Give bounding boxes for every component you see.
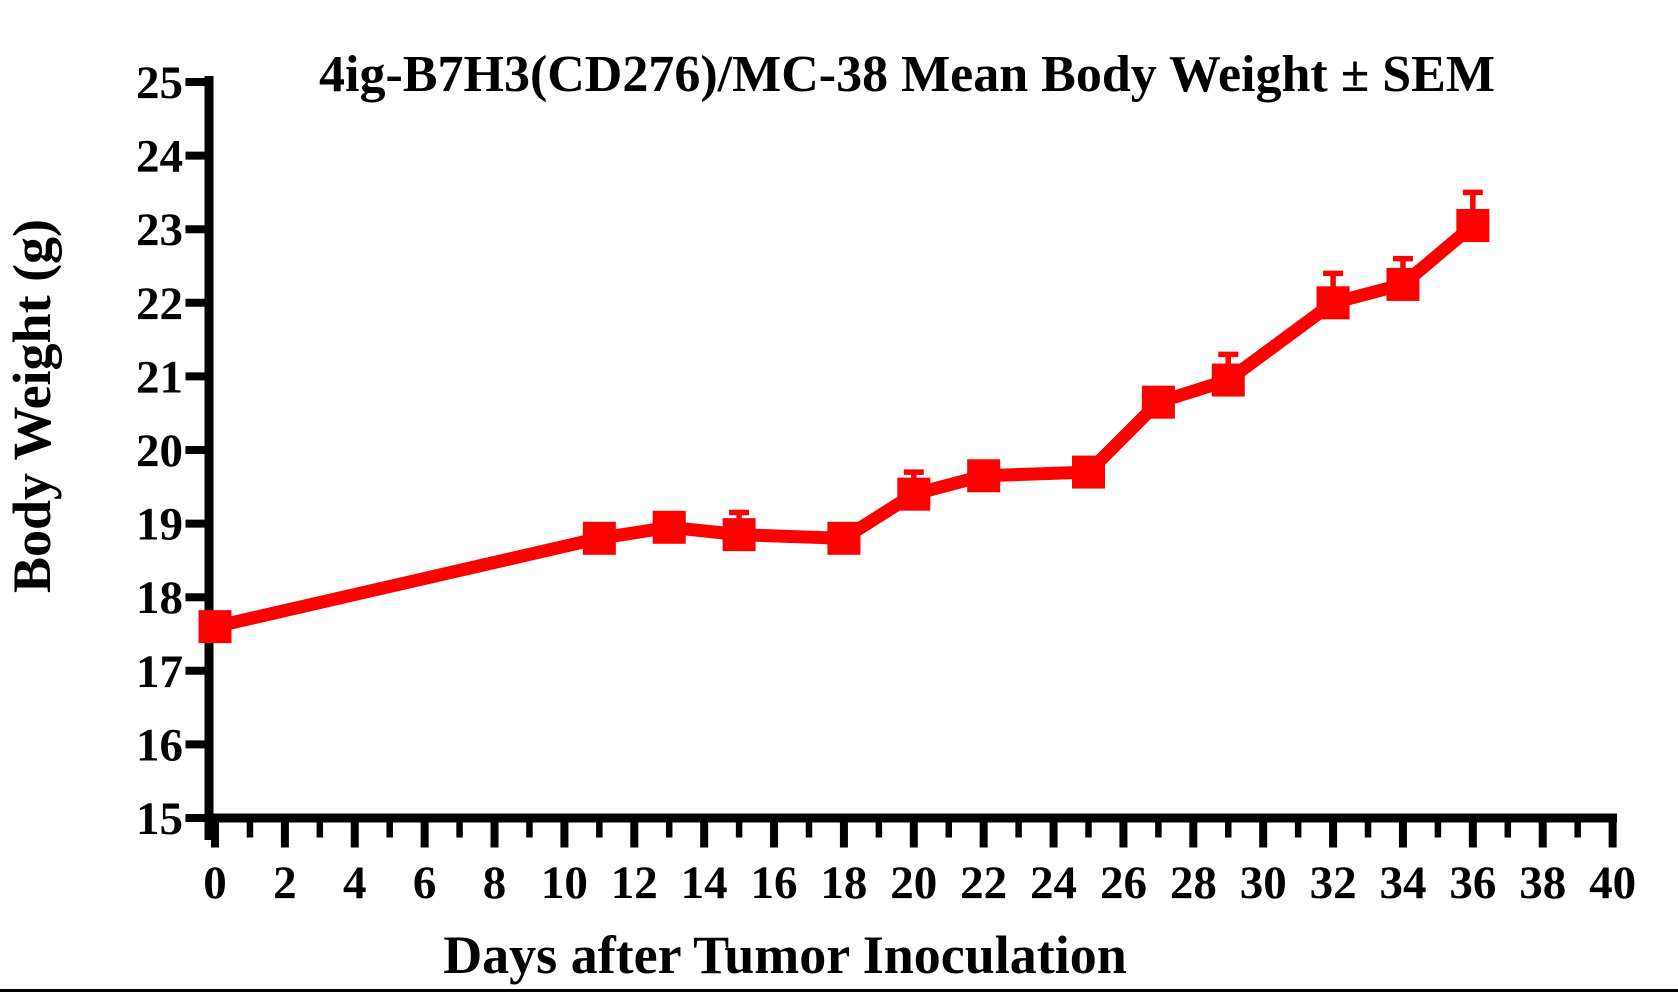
series-line bbox=[213, 220, 1478, 633]
data-point-marker bbox=[1211, 363, 1245, 397]
y-tick-label: 17 bbox=[136, 646, 183, 698]
x-tick-label: 16 bbox=[751, 857, 798, 909]
y-tick-label: 15 bbox=[136, 793, 183, 845]
data-point-marker bbox=[827, 521, 861, 555]
y-tick-label: 25 bbox=[136, 57, 183, 109]
x-tick-label: 38 bbox=[1519, 857, 1566, 909]
y-tick-label: 24 bbox=[136, 131, 183, 183]
data-point-marker bbox=[582, 521, 616, 555]
x-tick-label: 10 bbox=[541, 857, 588, 909]
x-tick-label: 4 bbox=[343, 857, 367, 909]
chart-title: 4ig-B7H3(CD276)/MC-38 Mean Body Weight ±… bbox=[319, 46, 1495, 103]
data-point-marker bbox=[897, 477, 931, 511]
data-point-marker bbox=[1316, 286, 1350, 320]
data-point-marker bbox=[652, 510, 686, 544]
error-bar-layer bbox=[729, 189, 1483, 535]
x-tick-label: 24 bbox=[1030, 857, 1077, 909]
x-tick-label: 26 bbox=[1100, 857, 1147, 909]
x-tick-label: 30 bbox=[1240, 857, 1287, 909]
data-point-marker bbox=[722, 518, 756, 552]
x-axis-title: Days after Tumor Inoculation bbox=[443, 925, 1127, 985]
x-tick-label: 12 bbox=[611, 857, 658, 909]
y-tick-label: 19 bbox=[136, 499, 183, 551]
y-tick-label: 20 bbox=[136, 425, 183, 477]
data-point-marker bbox=[1386, 267, 1420, 301]
x-tick-label: 34 bbox=[1379, 857, 1426, 909]
y-tick-label: 23 bbox=[136, 204, 183, 256]
y-tick-label: 18 bbox=[136, 572, 183, 624]
x-tick-label: 6 bbox=[413, 857, 437, 909]
x-tick-label: 14 bbox=[681, 857, 728, 909]
x-tick-label: 40 bbox=[1589, 857, 1636, 909]
y-tick-label: 16 bbox=[136, 719, 183, 771]
x-tick-label: 36 bbox=[1449, 857, 1496, 909]
x-tick-label: 32 bbox=[1310, 857, 1357, 909]
x-tick-label: 8 bbox=[483, 857, 507, 909]
axes-layer bbox=[204, 76, 1617, 840]
x-tick-label: 2 bbox=[273, 857, 297, 909]
x-tick-label: 18 bbox=[820, 857, 867, 909]
tick-layer bbox=[185, 78, 1617, 848]
x-tick-label: 20 bbox=[890, 857, 937, 909]
data-point-marker bbox=[1072, 455, 1105, 489]
x-tick-label: 28 bbox=[1170, 857, 1217, 909]
y-tick-label: 22 bbox=[136, 278, 183, 330]
y-tick-label: 21 bbox=[136, 351, 183, 403]
data-point-marker bbox=[967, 459, 1001, 493]
x-tick-label: 22 bbox=[960, 857, 1007, 909]
data-point-marker bbox=[1456, 209, 1490, 243]
x-tick-label: 0 bbox=[203, 857, 227, 909]
series-layer bbox=[198, 209, 1490, 644]
data-point-marker bbox=[1141, 385, 1175, 419]
data-point-marker bbox=[198, 610, 232, 644]
y-axis-title: Body Weight (g) bbox=[2, 219, 62, 593]
